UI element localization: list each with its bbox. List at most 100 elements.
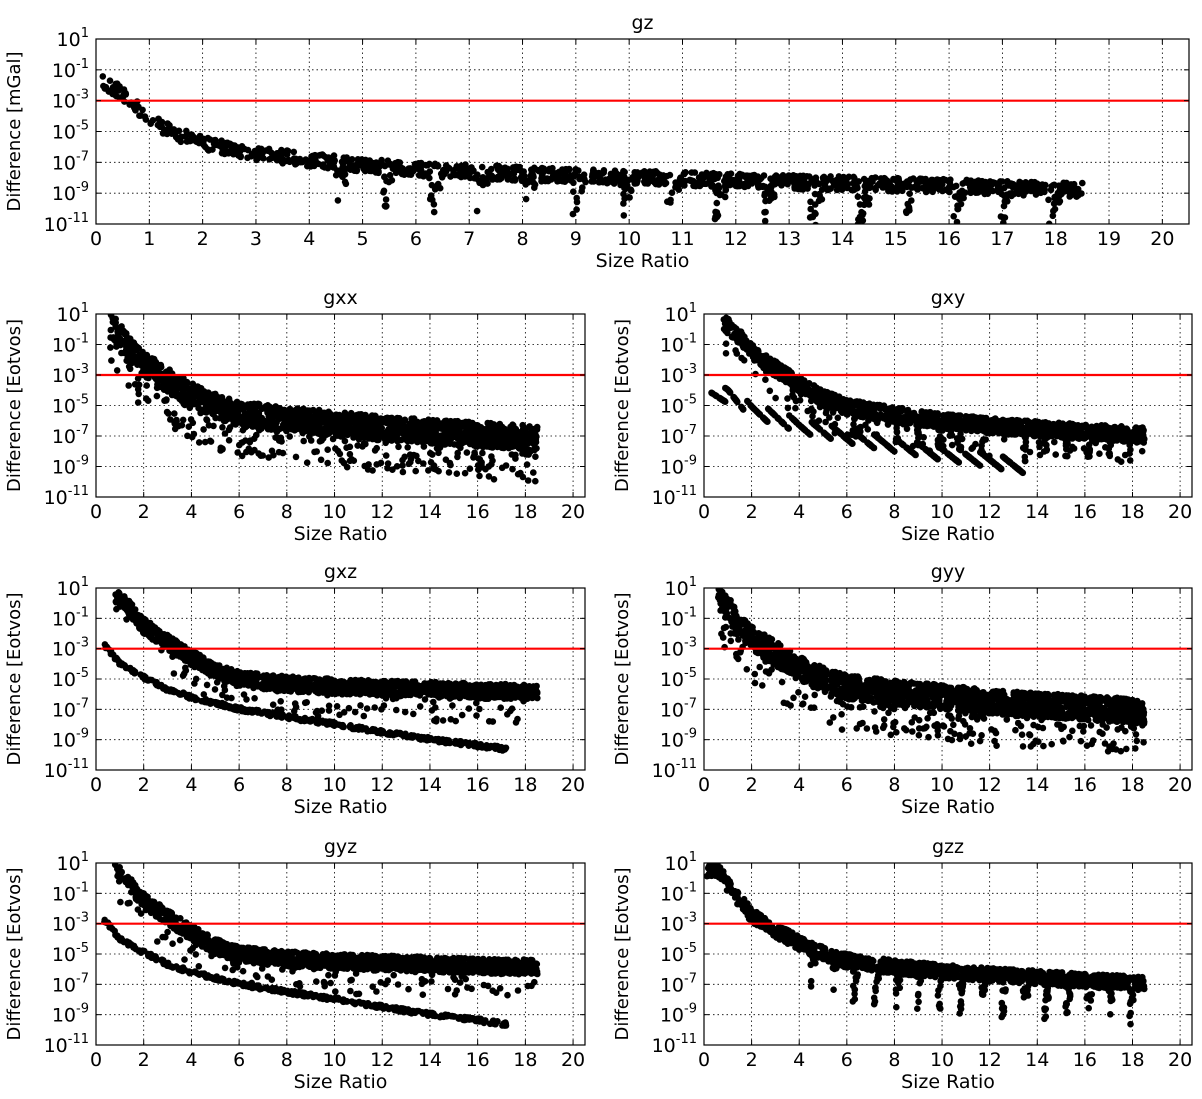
data-point [796, 397, 804, 404]
x-tick-label: 16 [937, 228, 961, 250]
data-point [165, 410, 172, 417]
data-point [1091, 426, 1099, 434]
data-point [400, 418, 407, 425]
data-point [1126, 457, 1134, 464]
data-point [772, 394, 779, 402]
data-point [812, 396, 819, 403]
data-point [399, 456, 406, 464]
data-point [485, 438, 493, 445]
data-point [625, 194, 632, 201]
data-point [185, 423, 193, 431]
data-point [847, 402, 855, 410]
data-point [1018, 423, 1026, 431]
data-point [854, 221, 862, 224]
data-point [1001, 198, 1009, 205]
data-point [722, 186, 730, 193]
data-point [171, 425, 179, 433]
data-point [172, 133, 180, 141]
data-point [368, 423, 376, 431]
x-tick-label: 12 [724, 228, 748, 250]
data-point [736, 328, 744, 335]
data-point [1073, 422, 1080, 430]
data-point [430, 419, 438, 427]
data-point [822, 418, 829, 426]
x-tick-label: 2 [138, 501, 150, 523]
data-point [1030, 179, 1038, 187]
data-point [1086, 446, 1094, 454]
y-tick-label: 10-3 [52, 88, 89, 113]
data-point [294, 421, 302, 429]
data-point [743, 337, 750, 345]
data-point [814, 390, 822, 398]
data-point [512, 428, 520, 436]
data-point [1032, 188, 1040, 196]
data-point [433, 183, 441, 191]
data-point [496, 176, 504, 183]
data-point [224, 139, 231, 147]
data-point [268, 154, 276, 161]
data-point [989, 429, 997, 437]
data-point [631, 180, 639, 187]
data-point [473, 207, 481, 215]
data-point [292, 161, 299, 168]
data-point [330, 164, 338, 171]
data-point [463, 449, 471, 456]
data-point [931, 184, 939, 192]
data-point [460, 438, 468, 446]
data-point [565, 166, 573, 174]
data-point [391, 426, 399, 433]
data-point [761, 217, 769, 224]
data-point [621, 173, 628, 181]
x-tick-label: 6 [410, 228, 422, 250]
data-point [244, 154, 251, 162]
data-point [518, 438, 526, 446]
data-point [198, 134, 205, 142]
data-point [968, 427, 975, 435]
data-point [746, 345, 753, 353]
data-point [426, 174, 433, 182]
data-point [828, 401, 836, 409]
data-point [844, 181, 851, 188]
y-tick-label: 10-11 [44, 484, 89, 509]
data-point [1085, 424, 1093, 431]
x-tick-label: 8 [281, 501, 293, 523]
data-point [867, 408, 874, 416]
data-point [554, 174, 562, 182]
data-point [1037, 188, 1045, 195]
data-point [291, 427, 298, 434]
data-point [260, 417, 268, 424]
data-point [334, 447, 342, 455]
series-points [708, 314, 1148, 477]
x-tick-label: 20 [1150, 228, 1174, 250]
data-point [615, 176, 622, 183]
data-point [331, 413, 339, 421]
data-point [336, 423, 344, 431]
data-point [727, 180, 735, 188]
data-point [1024, 417, 1031, 425]
data-point [324, 459, 332, 467]
data-point [102, 83, 110, 91]
data-point [342, 165, 350, 172]
data-point [784, 395, 791, 402]
data-point [650, 178, 658, 186]
data-point [1106, 452, 1114, 460]
data-point [454, 171, 462, 179]
data-point [713, 199, 721, 207]
data-point [506, 432, 514, 439]
data-point [373, 428, 381, 436]
data-point [337, 431, 345, 439]
data-point [461, 469, 469, 477]
data-point [447, 461, 454, 469]
data-point [471, 425, 478, 432]
data-point [471, 452, 478, 459]
data-point [299, 428, 306, 435]
data-point [226, 424, 234, 431]
data-point [183, 138, 191, 145]
x-axis-label: Size Ratio [596, 250, 690, 272]
data-point [113, 343, 120, 350]
data-point [1031, 422, 1039, 429]
data-point [163, 368, 170, 376]
data-point [879, 184, 887, 191]
data-point [430, 208, 438, 216]
data-point [604, 179, 612, 186]
